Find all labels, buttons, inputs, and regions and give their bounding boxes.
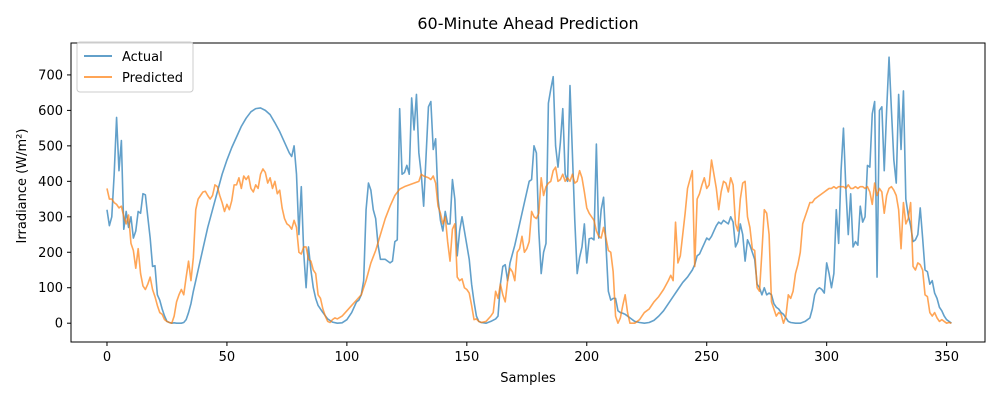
y-tick-label: 700 [38, 68, 63, 83]
plot-area [70, 42, 986, 343]
plot-frame [70, 42, 986, 343]
chart-title: 60-Minute Ahead Prediction [417, 14, 638, 33]
y-tick-label: 600 [38, 104, 63, 119]
y-axis: 0 100 200 300 400 500 600 700 [38, 68, 71, 332]
x-axis: 0 50 100 150 200 250 300 350 [103, 342, 959, 365]
x-tick-label: 250 [694, 350, 719, 365]
legend-label-actual: Actual [122, 50, 163, 65]
x-tick-label: 300 [814, 350, 839, 365]
x-axis-title: Samples [500, 371, 556, 386]
series-group [106, 56, 952, 325]
y-axis-title: Irradiance (W/m²) [15, 129, 30, 244]
x-tick-label: 100 [334, 350, 359, 365]
x-tick-label: 150 [454, 350, 479, 365]
x-tick-label: 50 [219, 350, 236, 365]
y-tick-label: 300 [38, 210, 63, 225]
y-tick-label: 400 [38, 175, 63, 190]
x-tick-label: 350 [934, 350, 959, 365]
legend: Actual Predicted [76, 41, 194, 93]
x-tick-label: 200 [574, 350, 599, 365]
y-tick-label: 200 [38, 246, 63, 261]
y-tick-label: 100 [38, 281, 63, 296]
legend-label-predicted: Predicted [122, 71, 183, 86]
x-tick-label: 0 [103, 350, 111, 365]
y-tick-label: 500 [38, 139, 63, 154]
series-line-predicted [106, 159, 952, 325]
legend-box [76, 41, 194, 93]
y-tick-label: 0 [55, 317, 63, 332]
series-line-actual [106, 56, 952, 325]
